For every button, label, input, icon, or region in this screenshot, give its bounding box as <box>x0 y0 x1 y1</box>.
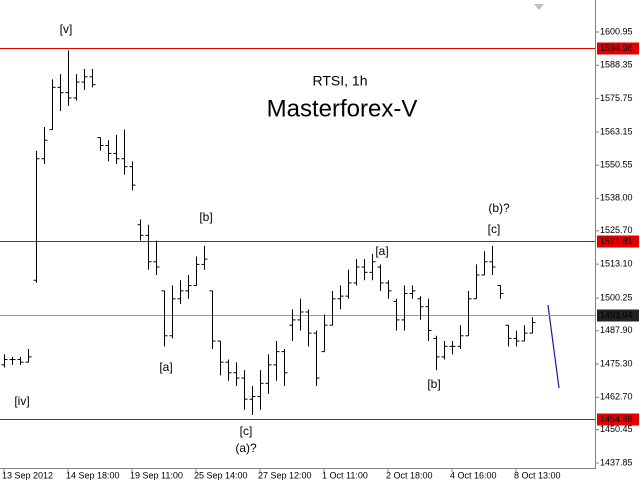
wave-label: (b)? <box>488 201 510 215</box>
level-label: 1454.69 <box>600 414 633 424</box>
level-label-box <box>597 42 639 55</box>
wave-label: [c] <box>488 222 501 236</box>
y-tick-label: 1600.95 <box>600 26 633 36</box>
scroll-marker <box>534 4 544 10</box>
y-tick-label: 1500.25 <box>600 292 633 302</box>
x-tick-label: 14 Sep 18:00 <box>66 470 120 480</box>
wave-label: [a] <box>159 360 172 374</box>
x-tick-label: 8 Oct 13:00 <box>514 470 561 480</box>
wave-label: [c] <box>240 424 253 438</box>
level-label: 1521.81 <box>600 236 633 246</box>
level-label-box <box>597 413 639 426</box>
level-label-box <box>597 309 639 322</box>
y-tick-label: 1475.30 <box>600 358 633 368</box>
wave-label: [iv] <box>14 394 29 408</box>
chart-title: RTSI, 1h <box>313 73 368 89</box>
wave-label: [a] <box>375 244 388 258</box>
x-tick-label: 27 Sep 12:00 <box>258 470 312 480</box>
level-label: 1594.98 <box>600 43 633 53</box>
chart-subtitle: Masterforex-V <box>267 95 418 122</box>
y-tick-label: 1550.55 <box>600 160 633 170</box>
y-tick-label: 1563.15 <box>600 126 633 136</box>
x-tick-label: 25 Sep 14:00 <box>194 470 248 480</box>
x-tick-label: 2 Oct 18:00 <box>386 470 433 480</box>
x-tick-label: 19 Sep 11:00 <box>130 470 183 480</box>
y-tick-label: 1575.75 <box>600 93 633 103</box>
x-tick-label: 4 Oct 16:00 <box>450 470 497 480</box>
y-tick-label: 1538.00 <box>600 193 633 203</box>
y-tick-label: 1462.70 <box>600 392 633 402</box>
forecast-line <box>547 304 560 389</box>
wave-label: (a)? <box>235 441 257 455</box>
wave-label: [b] <box>427 377 440 391</box>
y-tick-label: 1450.45 <box>600 424 633 434</box>
level-label: 1493.94 <box>600 310 633 320</box>
level-label-box <box>597 235 639 248</box>
y-tick-label: 1588.35 <box>600 60 633 70</box>
x-tick-label: 1 Oct 11:00 <box>322 470 368 480</box>
y-tick-label: 1487.90 <box>600 325 633 335</box>
wave-label: [b] <box>199 210 212 224</box>
y-tick-label: 1513.10 <box>600 259 633 269</box>
wave-label: [v] <box>60 22 73 36</box>
y-tick-label: 1437.85 <box>600 457 633 467</box>
y-tick-label: 1525.70 <box>600 225 633 235</box>
x-tick-label: 13 Sep 2012 <box>2 470 53 480</box>
